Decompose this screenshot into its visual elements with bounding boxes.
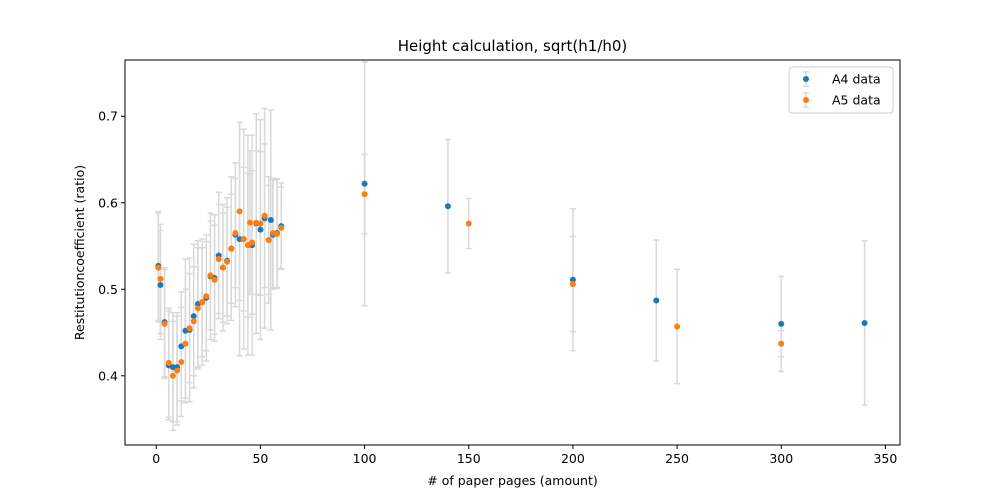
- data-point-1-36: [778, 340, 785, 347]
- data-point-1-28: [265, 236, 272, 243]
- x-tick-label-0: 0: [152, 451, 160, 466]
- data-point-0-34: [569, 276, 576, 283]
- data-point-1-0: [155, 264, 162, 271]
- data-point-0-36: [778, 320, 785, 327]
- legend-box: [788, 66, 894, 114]
- data-point-0-33: [444, 203, 451, 210]
- x-tick-label-6: 300: [769, 451, 793, 466]
- legend-label-a4: A4 data: [832, 72, 881, 87]
- legend: A4 data A5 data: [788, 66, 894, 114]
- legend-label-a5: A5 data: [832, 93, 881, 108]
- x-tick-label-3: 150: [457, 451, 481, 466]
- data-point-1-21: [240, 236, 247, 243]
- x-tick-label-4: 200: [561, 451, 585, 466]
- y-tick-label-0: 0.4: [98, 368, 118, 383]
- data-point-1-8: [186, 325, 193, 332]
- data-point-1-23: [247, 219, 253, 226]
- data-point-0-4: [169, 364, 176, 371]
- data-point-1-35: [674, 323, 681, 330]
- data-point-1-31: [278, 224, 285, 231]
- data-point-1-13: [207, 272, 214, 279]
- data-point-0-28: [267, 217, 274, 224]
- data-point-0-37: [861, 320, 868, 327]
- axes-layer: 0 50 100 150 200 250 300 350 0.4 0.5 0.6 0.7: [98, 109, 897, 466]
- data-point-1-1: [157, 275, 164, 282]
- data-point-1-9: [190, 318, 197, 325]
- data-point-1-27: [261, 212, 268, 219]
- data-point-1-30: [274, 230, 281, 237]
- data-point-0-32: [361, 180, 368, 187]
- data-point-1-18: [228, 245, 235, 252]
- data-point-0-25: [257, 226, 264, 233]
- data-point-1-33: [465, 220, 472, 227]
- data-point-1-4: [169, 372, 176, 379]
- data-point-1-12: [203, 293, 210, 300]
- data-point-1-17: [224, 258, 231, 265]
- x-tick-label-1: 50: [252, 451, 268, 466]
- data-point-1-19: [232, 230, 239, 237]
- data-point-1-5: [174, 367, 181, 374]
- legend-marker-a4: [803, 76, 809, 82]
- y-tick-label-2: 0.6: [98, 195, 118, 210]
- data-point-0-1: [157, 281, 164, 288]
- chart-title: Height calculation, sqrt(h1/h0): [398, 37, 628, 55]
- data-point-1-15: [215, 255, 222, 262]
- data-point-1-3: [165, 359, 172, 366]
- x-axis-label: # of paper pages (amount): [427, 473, 598, 488]
- x-tick-label-5: 250: [665, 451, 689, 466]
- y-tick-label-3: 0.7: [98, 109, 118, 124]
- data-point-1-6: [178, 358, 185, 365]
- data-point-1-26: [257, 220, 264, 227]
- data-point-1-16: [219, 264, 226, 271]
- data-point-1-24: [249, 239, 256, 246]
- data-point-0-9: [190, 313, 197, 320]
- data-point-1-11: [199, 299, 206, 306]
- data-point-1-7: [182, 340, 189, 347]
- plot-frame: [124, 59, 901, 446]
- points-layer: [155, 180, 868, 379]
- data-point-1-34: [569, 281, 576, 288]
- y-axis-label: Restitutioncoefficient (ratio): [72, 165, 87, 340]
- data-point-1-10: [194, 305, 201, 312]
- data-point-0-20: [236, 236, 243, 243]
- data-point-1-32: [361, 191, 368, 198]
- x-tick-label-2: 100: [353, 451, 377, 466]
- legend-marker-a5: [803, 97, 809, 103]
- x-tick-label-7: 350: [873, 451, 897, 466]
- data-point-1-20: [236, 208, 243, 215]
- data-point-1-14: [211, 276, 218, 283]
- data-point-1-2: [161, 320, 168, 327]
- data-point-0-35: [653, 297, 660, 304]
- y-tick-label-1: 0.5: [98, 282, 118, 297]
